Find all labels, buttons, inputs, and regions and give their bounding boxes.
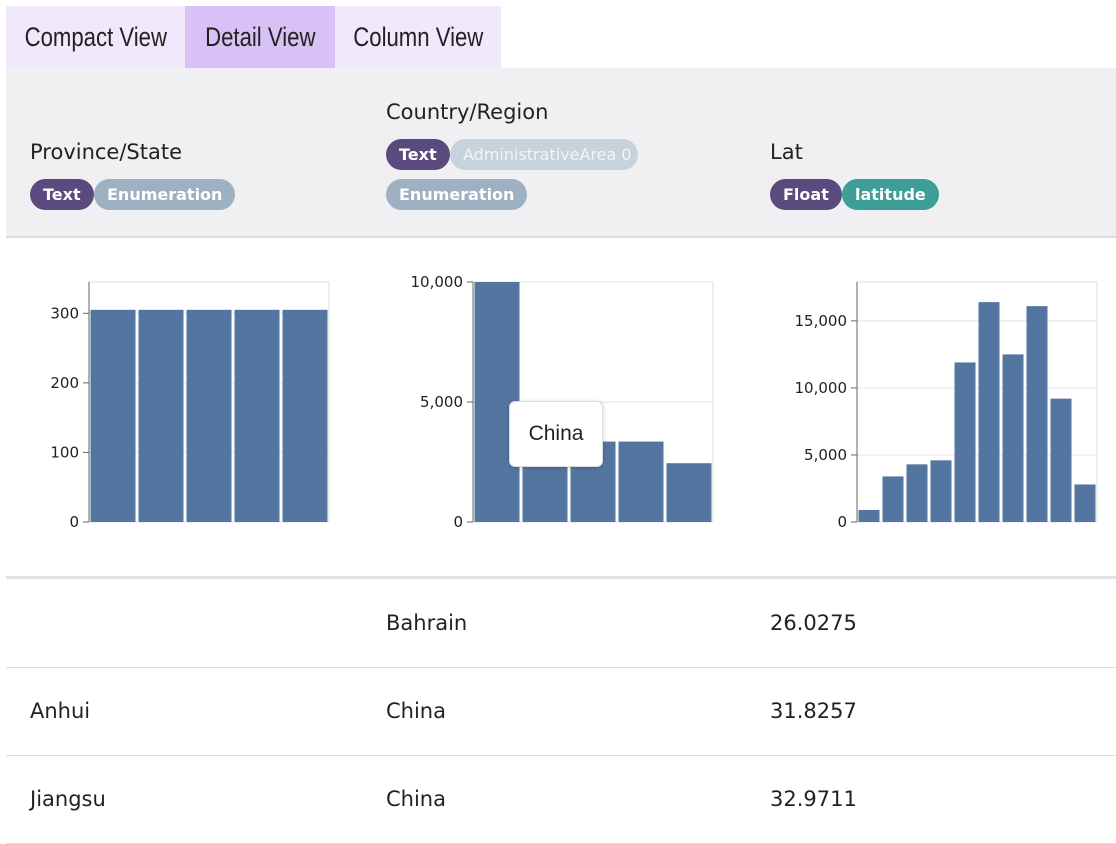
y-tick-label: 200 (50, 374, 79, 392)
tab-compact-view-label: Compact View (24, 21, 167, 52)
histogram-bar[interactable] (906, 464, 928, 522)
y-tick-label: 300 (50, 304, 79, 322)
table-row[interactable]: Jiangsu China 32.9711 (6, 755, 1116, 844)
chart-divider (6, 576, 1116, 579)
y-tick-label: 5,000 (420, 393, 463, 411)
histogram-bar[interactable] (1002, 354, 1024, 522)
y-tick-label: 0 (69, 513, 79, 531)
histogram-bar[interactable] (1050, 398, 1072, 522)
cell-lat: 31.8257 (770, 699, 857, 723)
histogram-bar[interactable] (882, 476, 904, 522)
cell-lat: 32.9711 (770, 787, 857, 811)
chart-tooltip: China (509, 401, 603, 467)
cell-country-region: China (386, 787, 446, 811)
histogram-bar[interactable] (186, 309, 232, 522)
column-title-country-region[interactable]: Country/Region (386, 100, 549, 124)
tab-compact-view[interactable]: Compact View (6, 6, 185, 68)
y-tick-label: 15,000 (795, 312, 848, 330)
histogram-bar[interactable] (954, 362, 976, 522)
histogram-bar[interactable] (1074, 484, 1096, 522)
plot-frame (88, 281, 330, 523)
column-title-lat[interactable]: Lat (770, 140, 803, 164)
histogram-bar[interactable] (234, 309, 280, 522)
histogram-lat[interactable]: 0 5,000 10,000 15,000 (795, 281, 1098, 531)
histogram-bar[interactable] (138, 309, 184, 522)
y-tick-label: 5,000 (804, 446, 847, 464)
tab-detail-view-label: Detail View (204, 21, 316, 52)
histogram-bar[interactable] (1026, 306, 1048, 522)
type-badge-float: Float (770, 179, 842, 210)
type-badge-text: Text (386, 139, 450, 170)
view-tabs: Compact View Detail View Column View (6, 6, 501, 68)
histogram-province-state[interactable]: 0 100 200 300 (50, 281, 330, 531)
column-header-bar: Province/State Text Enumeration Country/… (6, 68, 1116, 238)
table-row[interactable]: Anhui China 31.8257 (6, 667, 1116, 756)
y-tick-label: 0 (837, 513, 847, 531)
histogram-bar[interactable] (666, 463, 712, 522)
type-badge-enumeration: Enumeration (386, 179, 528, 210)
histogram-bar[interactable] (282, 309, 328, 522)
histogram-bar[interactable] (978, 302, 1000, 522)
semantic-badge-latitude: latitude (842, 179, 939, 210)
cell-lat: 26.0275 (770, 611, 857, 635)
histogram-bar[interactable] (858, 509, 880, 522)
type-badge-text: Text (30, 179, 94, 210)
cell-province-state: Anhui (30, 699, 91, 723)
column-title-province-state[interactable]: Province/State (30, 140, 183, 164)
plot-frame (856, 281, 1098, 523)
y-tick-label: 0 (453, 513, 463, 531)
tab-column-view[interactable]: Column View (335, 6, 501, 68)
y-tick-label: 10,000 (411, 273, 464, 291)
cell-country-region: China (386, 699, 446, 723)
y-tick-label: 10,000 (795, 379, 848, 397)
histogram-bar[interactable] (618, 441, 664, 522)
histogram-bar[interactable] (930, 460, 952, 522)
histogram-bar[interactable] (90, 309, 136, 522)
tab-detail-view[interactable]: Detail View (185, 6, 335, 68)
y-tick-label: 100 (50, 443, 79, 461)
tab-column-view-label: Column View (352, 21, 484, 52)
table-row[interactable]: Bahrain 26.0275 (6, 579, 1116, 668)
chart-tooltip-label: China (528, 422, 584, 445)
cell-country-region: Bahrain (386, 611, 468, 635)
cell-province-state: Jiangsu (30, 787, 106, 811)
type-badge-enumeration: Enumeration (94, 179, 236, 210)
semantic-badge-administrative-area: AdministrativeArea 0 (450, 139, 638, 170)
